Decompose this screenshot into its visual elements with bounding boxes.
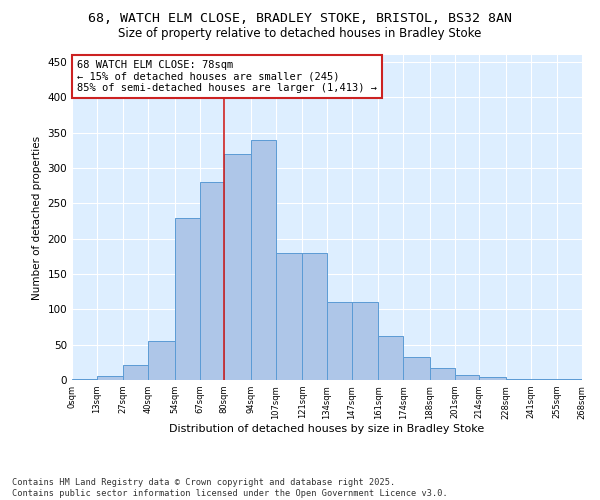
Bar <box>327 302 352 380</box>
Bar <box>72 378 97 380</box>
Text: 68, WATCH ELM CLOSE, BRADLEY STOKE, BRISTOL, BS32 8AN: 68, WATCH ELM CLOSE, BRADLEY STOKE, BRIS… <box>88 12 512 26</box>
X-axis label: Distribution of detached houses by size in Bradley Stoke: Distribution of detached houses by size … <box>169 424 485 434</box>
Bar <box>97 376 124 380</box>
Bar <box>379 336 403 380</box>
Bar <box>455 375 479 380</box>
Bar <box>403 358 430 380</box>
Bar <box>199 182 224 380</box>
Bar <box>224 154 251 380</box>
Bar <box>430 368 455 380</box>
Bar <box>479 377 506 380</box>
Bar <box>352 302 379 380</box>
Bar <box>251 140 275 380</box>
Bar <box>148 341 175 380</box>
Text: Contains HM Land Registry data © Crown copyright and database right 2025.
Contai: Contains HM Land Registry data © Crown c… <box>12 478 448 498</box>
Bar <box>506 378 530 380</box>
Text: 68 WATCH ELM CLOSE: 78sqm
← 15% of detached houses are smaller (245)
85% of semi: 68 WATCH ELM CLOSE: 78sqm ← 15% of detac… <box>77 60 377 93</box>
Bar <box>275 253 302 380</box>
Bar <box>124 365 148 380</box>
Bar <box>302 253 327 380</box>
Y-axis label: Number of detached properties: Number of detached properties <box>32 136 42 300</box>
Bar <box>175 218 199 380</box>
Text: Size of property relative to detached houses in Bradley Stoke: Size of property relative to detached ho… <box>118 28 482 40</box>
